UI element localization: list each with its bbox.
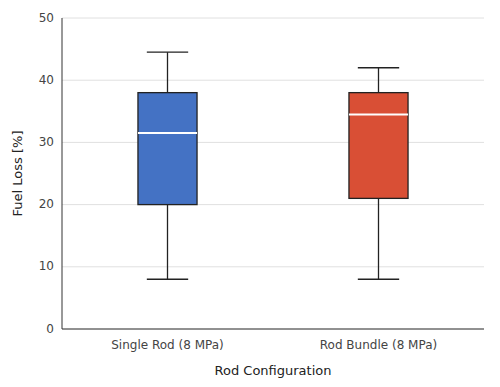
box bbox=[138, 93, 197, 205]
grid-line bbox=[62, 80, 484, 81]
whisker bbox=[378, 68, 379, 93]
x-axis-label: Rod Configuration bbox=[215, 363, 332, 378]
whisker-cap bbox=[358, 67, 399, 68]
whisker bbox=[378, 198, 379, 279]
x-axis bbox=[62, 329, 484, 330]
median bbox=[138, 132, 197, 134]
whisker-cap bbox=[358, 279, 399, 280]
y-tick-label: 0 bbox=[46, 322, 54, 336]
plot-area bbox=[138, 52, 408, 279]
y-tick-label: 30 bbox=[39, 135, 54, 149]
grid-line bbox=[62, 18, 484, 19]
y-axis-label: Fuel Loss [%] bbox=[10, 131, 25, 217]
whisker-cap bbox=[147, 279, 188, 280]
whisker-cap bbox=[147, 52, 188, 53]
grid-line bbox=[62, 142, 484, 143]
y-tick-label: 20 bbox=[39, 197, 54, 211]
y-tick-label: 10 bbox=[39, 259, 54, 273]
whisker bbox=[167, 205, 168, 280]
chart: 0 10 20 30 40 50 Single Rod (8 MPa) Rod Bundle … bbox=[0, 0, 500, 387]
y-tick-label: 50 bbox=[39, 11, 54, 25]
median bbox=[349, 113, 408, 115]
whisker bbox=[167, 52, 168, 92]
y-tick-label: 40 bbox=[39, 73, 54, 87]
y-axis bbox=[62, 18, 63, 329]
x-tick-label: Rod Bundle (8 MPa) bbox=[320, 338, 437, 352]
grid-line bbox=[62, 329, 484, 330]
box bbox=[349, 93, 408, 199]
x-tick-label: Single Rod (8 MPa) bbox=[111, 338, 224, 352]
grid-line bbox=[62, 204, 484, 205]
grid-line bbox=[62, 266, 484, 267]
